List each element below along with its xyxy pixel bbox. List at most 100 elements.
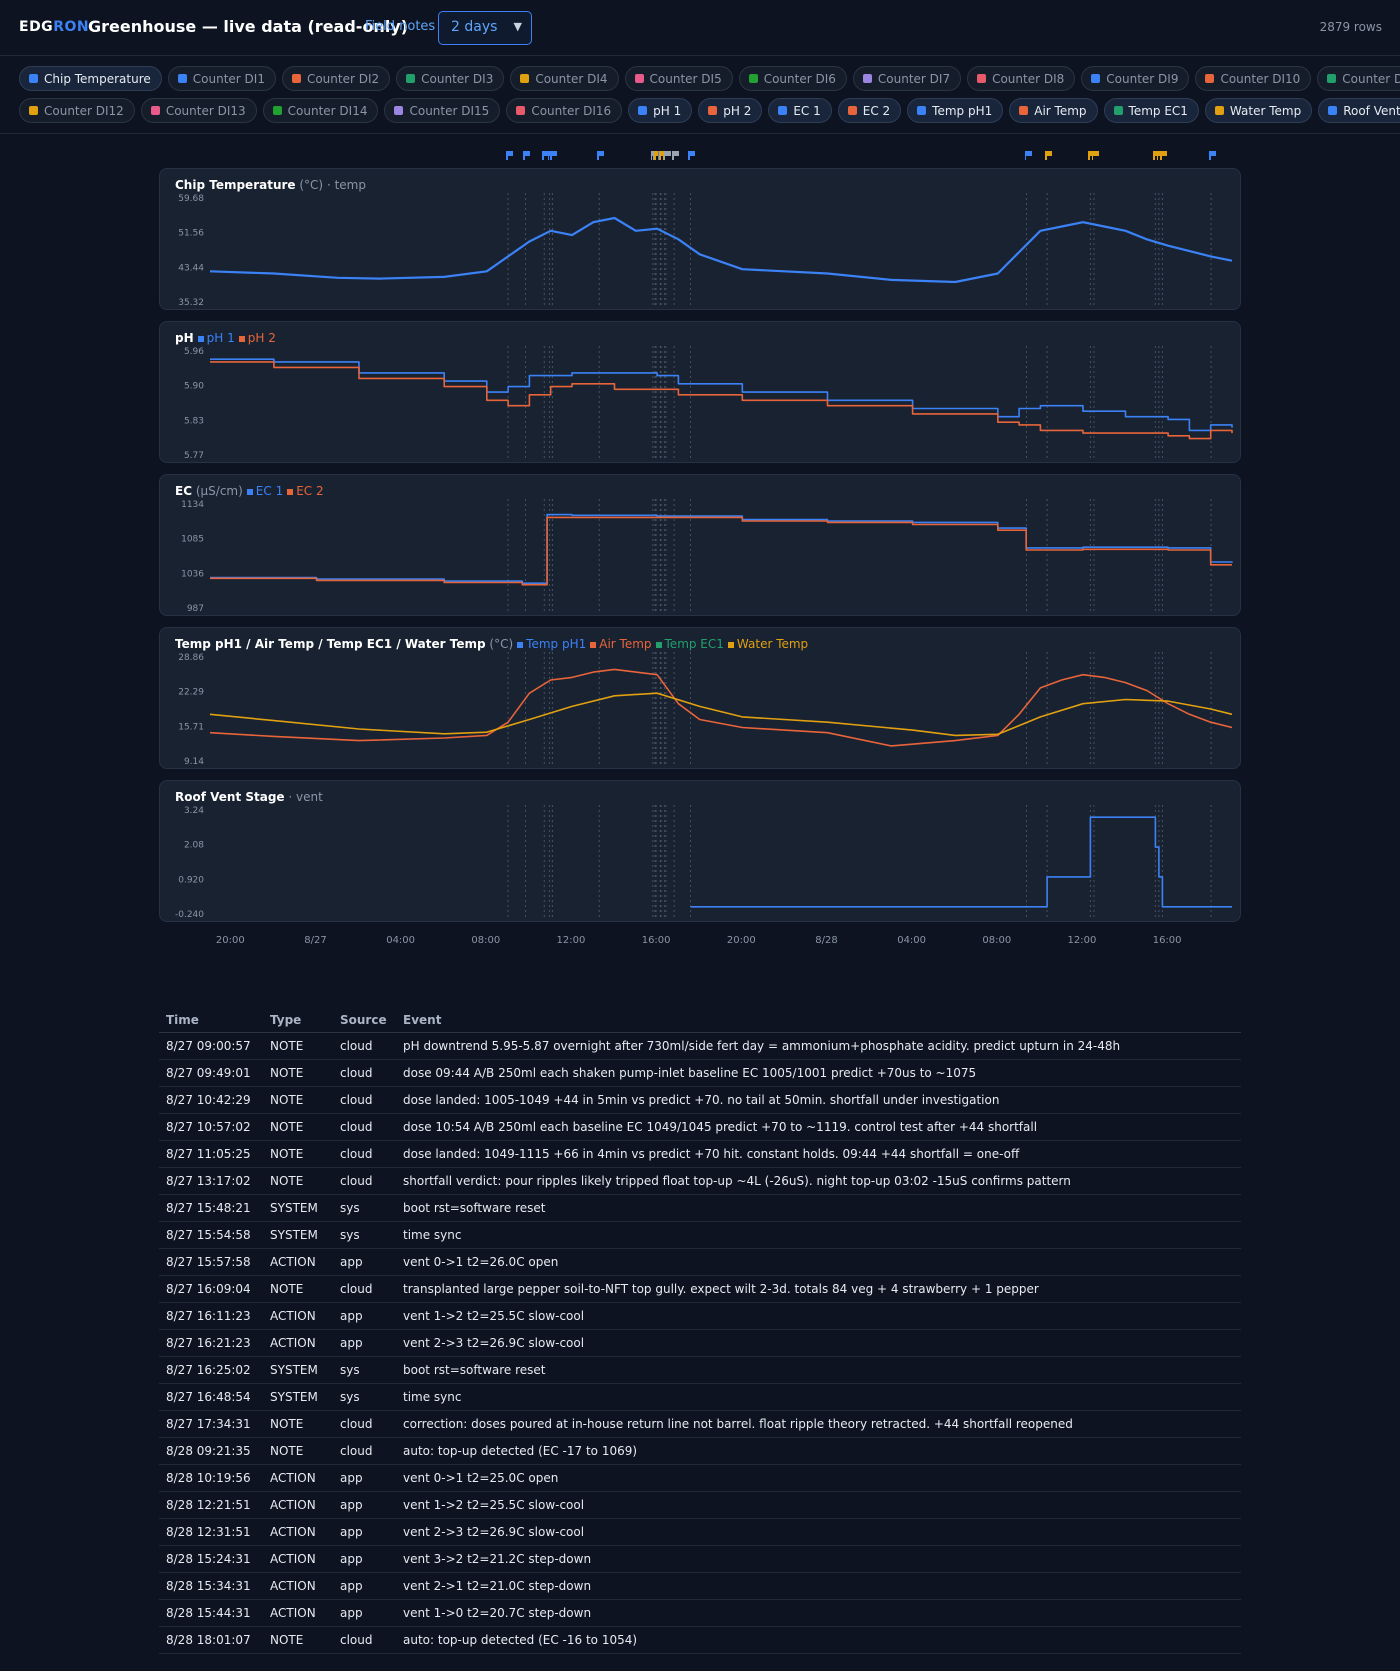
table-row[interactable]: 8/27 16:25:02 SYSTEM sys boot rst=software … (159, 1356, 1241, 1384)
channel-toggle[interactable]: Counter DI10 (1195, 66, 1312, 91)
cell-source: app (333, 1302, 396, 1330)
y-tick-label: 1036 (181, 569, 204, 579)
top-bar: EDGRON Greenhouse — live data (read-only… (0, 0, 1400, 56)
cell-source: cloud (333, 1275, 396, 1303)
event-flag-icon[interactable] (597, 151, 605, 160)
series-line (210, 358, 1233, 432)
chart-title: Temp pH1 / Air Temp / Temp EC1 / Water T… (175, 637, 808, 651)
chart-title: pH pH 1 pH 2 (175, 331, 276, 345)
cell-source: app (333, 1329, 396, 1357)
chart-title-text: pH (175, 331, 194, 345)
table-row[interactable]: 8/28 15:44:31 ACTION app vent 1->0 t2=20.7C… (159, 1599, 1241, 1627)
x-tick-label: 04:00 (897, 935, 927, 946)
channel-swatch (291, 74, 301, 83)
cell-source: app (333, 1248, 396, 1276)
cell-source: cloud (333, 1059, 396, 1087)
event-flag-icon[interactable] (1091, 151, 1100, 160)
cell-event: vent 2->1 t2=21.0C step-down (396, 1572, 1241, 1600)
channel-toggle[interactable]: Counter DI13 (140, 98, 257, 123)
table-row[interactable]: 8/28 12:21:51 ACTION app vent 1->2 t2=25.5C… (159, 1491, 1241, 1519)
channel-toggle[interactable]: Counter DI1 (167, 66, 276, 91)
channel-toggle[interactable]: Water Temp (1204, 98, 1313, 123)
event-flag-icon[interactable] (506, 151, 514, 160)
table-row[interactable]: 8/27 16:09:04 NOTE cloud transplanted large… (159, 1275, 1241, 1303)
event-flag-icon[interactable] (1209, 151, 1217, 160)
cell-event: auto: top-up detected (EC -17 to 1069) (396, 1437, 1241, 1465)
event-flag-icon[interactable] (1045, 151, 1053, 160)
channel-toggle[interactable]: Temp pH1 (907, 98, 1004, 123)
channel-swatch (1205, 74, 1215, 83)
channel-toggle[interactable]: Counter DI11 (1317, 66, 1400, 91)
x-tick-label: 16:00 (1152, 935, 1182, 946)
table-row[interactable]: 8/27 11:05:25 NOTE cloud dose landed: 1049-… (159, 1140, 1241, 1168)
cell-type: NOTE (263, 1410, 333, 1438)
table-row[interactable]: 8/27 15:57:58 ACTION app vent 0->1 t2=26.0C… (159, 1248, 1241, 1276)
channel-label: Counter DI15 (409, 103, 490, 118)
table-row[interactable]: 8/27 10:57:02 NOTE cloud dose 10:54 A/B 250… (159, 1113, 1241, 1141)
cell-source: cloud (333, 1140, 396, 1168)
table-row[interactable]: 8/27 13:17:02 NOTE cloud shortfall verdict:… (159, 1167, 1241, 1195)
channel-toggle[interactable]: Counter DI6 (738, 66, 847, 91)
event-flag-icon[interactable] (523, 151, 531, 160)
channel-toggle[interactable]: Temp EC1 (1103, 98, 1199, 123)
table-row[interactable]: 8/27 17:34:31 NOTE cloud correction: doses … (159, 1410, 1241, 1438)
channel-toggle[interactable]: Counter DI5 (624, 66, 733, 91)
table-row[interactable]: 8/27 15:54:58 SYSTEM sys time sync (159, 1221, 1241, 1249)
channel-toggle[interactable]: Counter DI15 (384, 98, 501, 123)
channel-toggle[interactable]: Roof Vent Stage (1318, 98, 1400, 123)
table-row[interactable]: 8/28 18:01:07 NOTE cloud auto: top-up detec… (159, 1626, 1241, 1654)
cell-event: vent 2->3 t2=26.9C slow-cool (396, 1329, 1241, 1357)
table-row[interactable]: 8/27 09:49:01 NOTE cloud dose 09:44 A/B 250… (159, 1059, 1241, 1087)
series-line (210, 513, 1233, 584)
event-flag-icon[interactable] (1024, 151, 1033, 160)
channel-toggle[interactable]: Air Temp (1009, 98, 1098, 123)
channel-toggle[interactable]: Counter DI2 (281, 66, 391, 91)
channel-toggle[interactable]: EC 1 (768, 98, 832, 123)
table-row[interactable]: 8/28 10:19:56 ACTION app vent 0->1 t2=25.0C… (159, 1464, 1241, 1492)
cell-source: app (333, 1599, 396, 1627)
channel-toggle[interactable]: Counter DI12 (19, 98, 135, 123)
time-range-select[interactable]: 2 days ▼ (438, 11, 532, 45)
channel-toggle[interactable]: Counter DI3 (396, 66, 505, 91)
table-row[interactable]: 8/28 15:34:31 ACTION app vent 2->1 t2=21.0C… (159, 1572, 1241, 1600)
field-notes-link[interactable]: Field notes (365, 19, 436, 34)
table-row[interactable]: 8/28 09:21:35 NOTE cloud auto: top-up detec… (159, 1437, 1241, 1465)
series-line (209, 216, 1233, 284)
x-tick-label: 8/28 (815, 935, 838, 946)
table-row[interactable]: 8/27 10:42:29 NOTE cloud dose landed: 1005-… (159, 1086, 1241, 1114)
channel-toggle[interactable]: pH 1 (628, 98, 693, 123)
chart-title-text: Temp pH1 / Air Temp / Temp EC1 / Water T… (175, 637, 486, 651)
cell-event: vent 3->2 t2=21.2C step-down (396, 1545, 1241, 1573)
table-row[interactable]: 8/27 09:00:57 NOTE cloud pH downtrend 5.95-… (159, 1032, 1241, 1060)
table-row[interactable]: 8/27 16:11:23 ACTION app vent 1->2 t2=25.5C… (159, 1302, 1241, 1330)
channel-toggle[interactable]: Counter DI9 (1081, 66, 1190, 91)
cell-event: boot rst=software reset (396, 1356, 1241, 1384)
chart-panel: Roof Vent Stage · vent 3.24 2.08 0.920 -0.24… (159, 780, 1241, 922)
event-flag-icon[interactable] (550, 151, 558, 160)
table-row[interactable]: 8/27 15:48:21 SYSTEM sys boot rst=software … (159, 1194, 1241, 1222)
event-flag-icon[interactable] (1160, 151, 1168, 160)
table-row[interactable]: 8/28 15:24:31 ACTION app vent 3->2 t2=21.2C… (159, 1545, 1241, 1573)
channel-toggle[interactable]: Counter DI7 (852, 66, 962, 91)
channel-toggle[interactable]: Counter DI14 (262, 98, 379, 123)
table-row[interactable]: 8/27 16:48:54 SYSTEM sys time sync (159, 1383, 1241, 1411)
channel-label: Roof Vent Stage (1343, 103, 1400, 118)
chart-title-text: Roof Vent Stage (175, 790, 285, 804)
chart-unit: (°C) (299, 178, 324, 192)
table-row[interactable]: 8/28 12:31:51 ACTION app vent 2->3 t2=26.9C… (159, 1518, 1241, 1546)
table-row[interactable]: 8/27 16:21:23 ACTION app vent 2->3 t2=26.9C… (159, 1329, 1241, 1357)
channel-toggle[interactable]: Counter DI4 (510, 66, 619, 91)
cell-source: cloud (333, 1167, 396, 1195)
cell-type: SYSTEM (263, 1221, 333, 1249)
series-line (209, 668, 1233, 747)
event-flag-icon[interactable] (688, 151, 696, 160)
event-flag-icon[interactable] (672, 151, 680, 160)
event-flag-icon[interactable] (542, 151, 550, 160)
channel-toggle[interactable]: Counter DI16 (506, 98, 623, 123)
channel-toggle[interactable]: pH 2 (698, 98, 763, 123)
event-flag-icon[interactable] (654, 151, 662, 160)
channel-toggle[interactable]: EC 2 (837, 98, 902, 123)
event-flag-icon[interactable] (663, 151, 672, 160)
channel-toggle[interactable]: Chip Temperature (19, 66, 162, 91)
channel-toggle[interactable]: Counter DI8 (967, 66, 1076, 91)
